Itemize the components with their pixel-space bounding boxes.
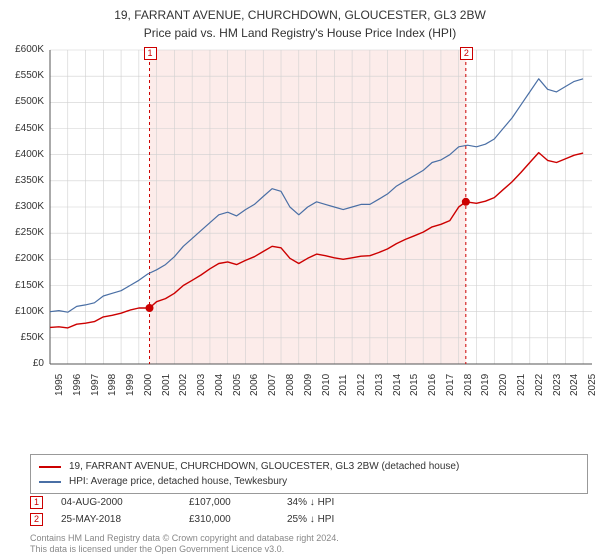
legend-row-property: 19, FARRANT AVENUE, CHURCHDOWN, GLOUCEST… <box>39 459 579 474</box>
x-tick-label: 2014 <box>392 374 403 396</box>
event-row-2: 2 25-MAY-2018 £310,000 25% ↓ HPI <box>30 513 588 526</box>
x-tick-label: 2007 <box>267 374 278 396</box>
event-index-1: 1 <box>30 496 43 509</box>
x-tick-label: 2006 <box>249 374 260 396</box>
y-tick-label: £300K <box>0 201 44 212</box>
y-tick-label: £600K <box>0 44 44 55</box>
event-table: 1 04-AUG-2000 £107,000 34% ↓ HPI 2 25-MA… <box>30 496 588 530</box>
x-tick-label: 2017 <box>445 374 456 396</box>
x-tick-label: 2000 <box>143 374 154 396</box>
x-tick-label: 2005 <box>232 374 243 396</box>
y-tick-label: £100K <box>0 306 44 317</box>
y-tick-label: £400K <box>0 149 44 160</box>
x-tick-label: 2021 <box>516 374 527 396</box>
x-tick-label: 2002 <box>178 374 189 396</box>
y-tick-label: £150K <box>0 280 44 291</box>
y-tick-label: £550K <box>0 70 44 81</box>
event-date-1: 04-AUG-2000 <box>61 497 171 508</box>
x-tick-label: 2003 <box>196 374 207 396</box>
x-tick-label: 1999 <box>125 374 136 396</box>
x-tick-label: 2024 <box>569 374 580 396</box>
legend-swatch-hpi <box>39 481 61 483</box>
event-row-1: 1 04-AUG-2000 £107,000 34% ↓ HPI <box>30 496 588 509</box>
x-tick-label: 2022 <box>534 374 545 396</box>
event-pct-2: 25% ↓ HPI <box>287 514 407 525</box>
x-tick-label: 2001 <box>161 374 172 396</box>
y-tick-label: £500K <box>0 96 44 107</box>
x-tick-label: 2011 <box>338 374 349 396</box>
y-tick-label: £250K <box>0 227 44 238</box>
chart: £0 £50K £100K £150K £200K £250K £300K £350K £400… <box>0 44 600 414</box>
x-tick-label: 2018 <box>463 374 474 396</box>
credits-line2: This data is licensed under the Open Gov… <box>30 544 588 556</box>
x-tick-label: 1997 <box>90 374 101 396</box>
event-marker-2: 2 <box>460 47 473 60</box>
x-tick-label: 2015 <box>409 374 420 396</box>
x-tick-label: 2023 <box>552 374 563 396</box>
y-tick-label: £450K <box>0 123 44 134</box>
x-tick-label: 2012 <box>356 374 367 396</box>
x-tick-label: 2020 <box>498 374 509 396</box>
x-tick-label: 2009 <box>303 374 314 396</box>
credits: Contains HM Land Registry data © Crown c… <box>30 533 588 556</box>
x-tick-label: 2013 <box>374 374 385 396</box>
y-tick-label: £350K <box>0 175 44 186</box>
x-tick-label: 2004 <box>214 374 225 396</box>
x-tick-label: 2008 <box>285 374 296 396</box>
x-tick-label: 2010 <box>321 374 332 396</box>
event-price-1: £107,000 <box>189 497 269 508</box>
credits-line1: Contains HM Land Registry data © Crown c… <box>30 533 588 545</box>
event-marker-1: 1 <box>144 47 157 60</box>
legend-swatch-property <box>39 466 61 468</box>
event-index-2: 2 <box>30 513 43 526</box>
title-line2: Price paid vs. HM Land Registry's House … <box>0 24 600 40</box>
x-tick-label: 1996 <box>72 374 83 396</box>
event-pct-1: 34% ↓ HPI <box>287 497 407 508</box>
event-price-2: £310,000 <box>189 514 269 525</box>
legend-label-property: 19, FARRANT AVENUE, CHURCHDOWN, GLOUCEST… <box>69 459 459 474</box>
x-tick-label: 2016 <box>427 374 438 396</box>
x-tick-label: 1995 <box>54 374 65 396</box>
y-tick-label: £50K <box>0 332 44 343</box>
event-date-2: 25-MAY-2018 <box>61 514 171 525</box>
y-tick-label: £0 <box>0 358 44 369</box>
title-line1: 19, FARRANT AVENUE, CHURCHDOWN, GLOUCEST… <box>0 0 600 24</box>
x-tick-label: 2019 <box>480 374 491 396</box>
legend: 19, FARRANT AVENUE, CHURCHDOWN, GLOUCEST… <box>30 454 588 494</box>
legend-row-hpi: HPI: Average price, detached house, Tewk… <box>39 474 579 489</box>
y-tick-label: £200K <box>0 253 44 264</box>
x-tick-label: 2025 <box>587 374 598 396</box>
x-tick-label: 1998 <box>107 374 118 396</box>
legend-label-hpi: HPI: Average price, detached house, Tewk… <box>69 474 287 489</box>
chart-svg <box>0 44 600 414</box>
